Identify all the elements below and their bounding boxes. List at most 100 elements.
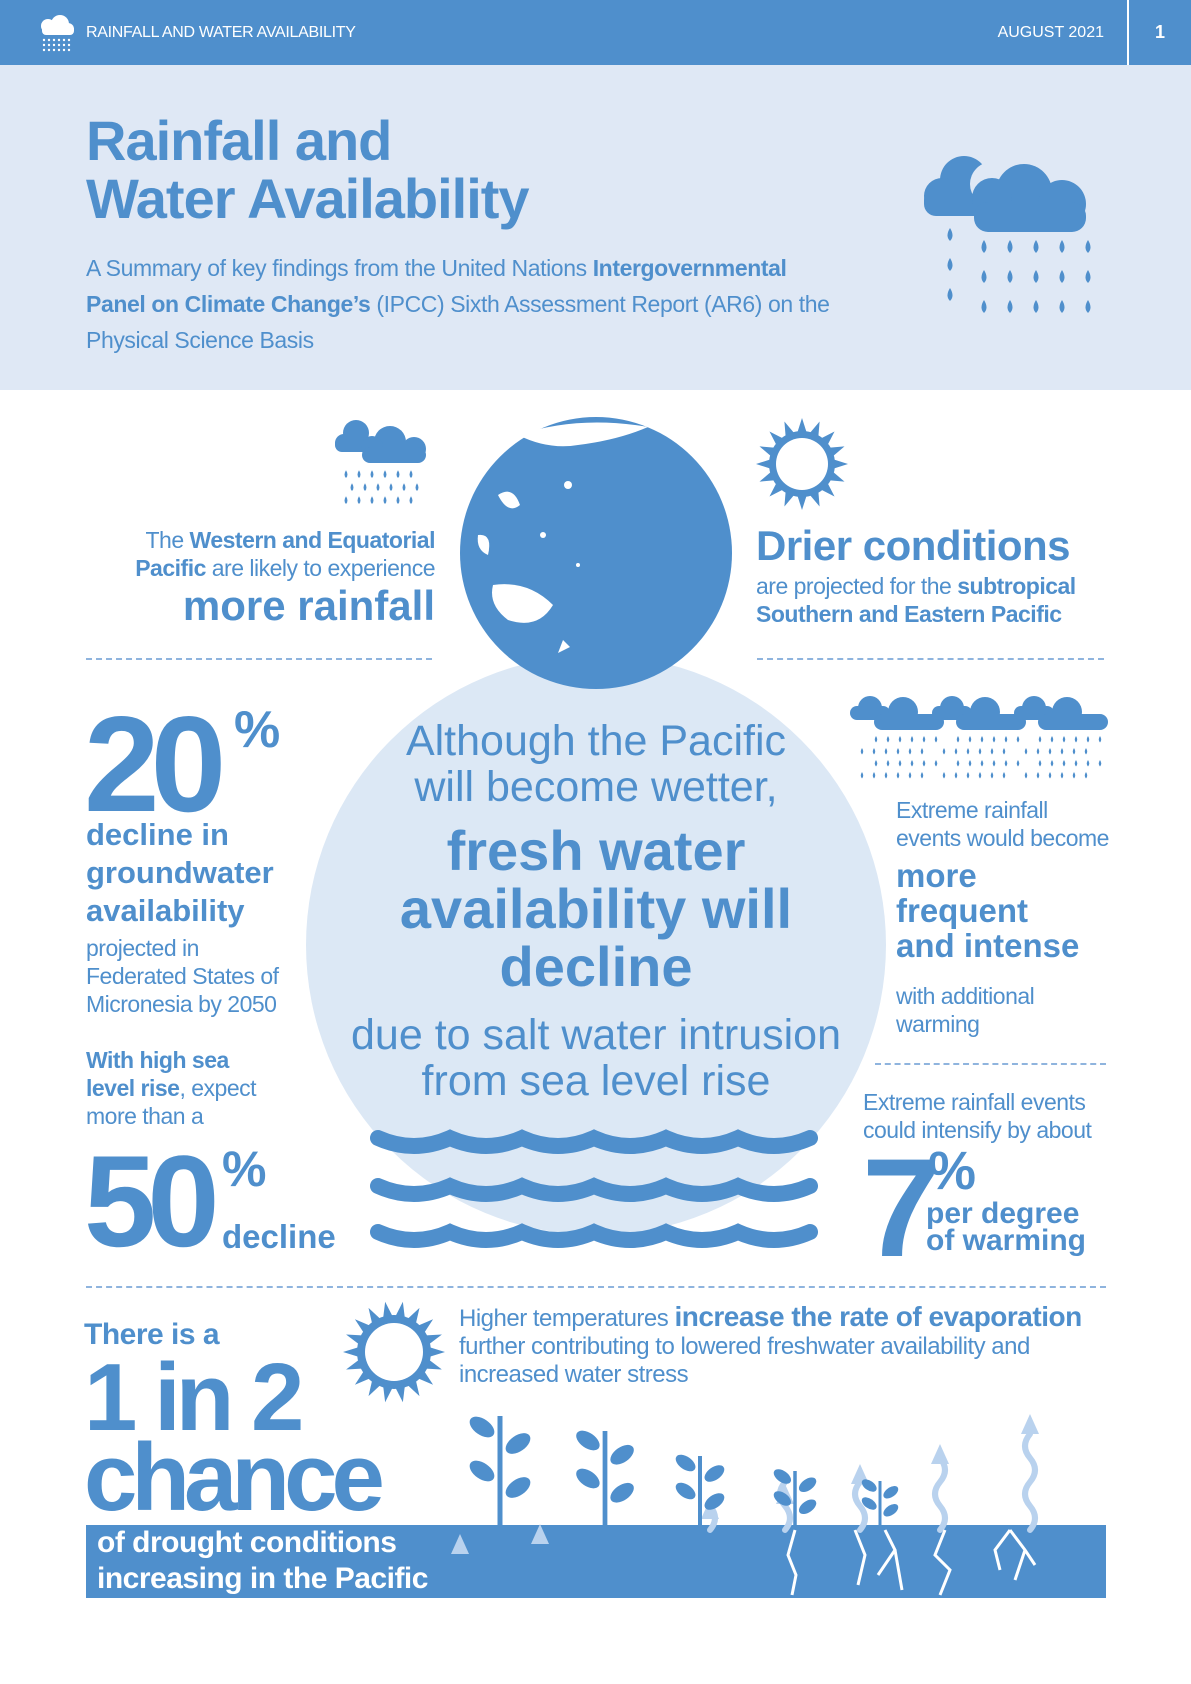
groundwater-label: decline in groundwater availability [86, 816, 274, 930]
raindrop [990, 748, 994, 755]
raindrop [370, 470, 374, 478]
intensify-line-1: Extreme rainfall events [863, 1089, 1086, 1115]
of-warming: of warming [926, 1224, 1087, 1257]
ground-crack [853, 1529, 867, 1586]
raindrop [1048, 772, 1052, 779]
sea-level-value: 50 [84, 1128, 220, 1274]
raindrop [67, 43, 71, 47]
raindrop [1004, 760, 1008, 767]
leaf [704, 1493, 725, 1510]
header-title: RAINFALL AND WATER AVAILABILITY [86, 24, 356, 41]
raindrop [1060, 748, 1064, 755]
raindrop [1062, 760, 1066, 767]
center-intro: Although the Pacific will become wetter, [326, 718, 866, 810]
raindrop [1050, 760, 1054, 767]
wave [370, 1223, 818, 1248]
raindrop [980, 760, 984, 767]
raindrop [383, 496, 387, 504]
evaporation-text: Higher temperatures increase the rate of… [459, 1303, 1082, 1389]
raindrop [62, 48, 66, 52]
raindrop [1062, 736, 1066, 743]
drying-plants-illustration [451, 1414, 1039, 1596]
raindrop [1024, 748, 1028, 755]
vapor-arrowhead [531, 1524, 549, 1544]
raindrop [1072, 772, 1076, 779]
drought-line-2: increasing in the Pacific [97, 1562, 428, 1595]
center-bold-2: availability will [399, 877, 793, 940]
page-title: Rainfall and Water Availability [86, 112, 530, 228]
raindrop [47, 38, 51, 42]
raindrop [1002, 748, 1006, 755]
sea-rest-1: , expect [179, 1075, 257, 1101]
raindrop [370, 496, 374, 504]
raindrop [1016, 760, 1020, 767]
raindrop [968, 736, 972, 743]
ground-crack [933, 1529, 952, 1596]
cloud-part [956, 714, 1026, 730]
raindrop [1084, 772, 1088, 779]
sun-ray [343, 1346, 361, 1358]
divider [86, 1286, 1106, 1288]
vapor-line [852, 1479, 868, 1533]
raindrop [402, 483, 406, 491]
raindrop [415, 483, 419, 491]
sun-ray [796, 418, 808, 435]
leaf [469, 1460, 495, 1482]
drier-prefix: are projected for the [756, 573, 958, 599]
raindrop [872, 748, 876, 755]
raindrop [1086, 760, 1090, 767]
raindrop [886, 736, 890, 743]
vapor-arrowhead [851, 1464, 869, 1484]
rain-cloud-icon [335, 420, 426, 504]
raindrop [1033, 270, 1039, 283]
raindrop [1007, 270, 1013, 283]
raindrop [47, 48, 51, 52]
raindrop [1002, 772, 1006, 779]
raindrop [956, 736, 960, 743]
raindrop [1086, 736, 1090, 743]
raindrop [980, 736, 984, 743]
raindrop [1048, 748, 1052, 755]
evaporation-bold: increase the rate of evaporation [674, 1301, 1082, 1332]
raindrop [978, 772, 982, 779]
detail-line: projected in [86, 935, 199, 961]
raindrop [47, 43, 51, 47]
raindrop [1059, 240, 1065, 253]
raindrop [52, 48, 56, 52]
raindrop [908, 748, 912, 755]
detail-line: Micronesia by 2050 [86, 991, 277, 1017]
extreme-intro: Extreme rainfall events would become [896, 796, 1109, 852]
wave [370, 1177, 818, 1202]
raindrop [1016, 736, 1020, 743]
intensify-text: Extreme rainfall events could intensify … [863, 1088, 1092, 1144]
divider [757, 658, 1104, 660]
raindrop [1004, 736, 1008, 743]
sun-ray [427, 1346, 445, 1358]
sea-level-unit: % [222, 1141, 267, 1197]
raindrop [947, 228, 953, 241]
groundwater-line: groundwater [86, 855, 274, 890]
raindrop [934, 760, 938, 767]
raindrop [67, 38, 71, 42]
globe-icon [460, 417, 732, 689]
page-subtitle: A Summary of key findings from the Unite… [86, 250, 846, 358]
drought-chance: chance [84, 1424, 385, 1531]
drought-line-1: of drought conditions [97, 1526, 397, 1559]
raindrop [1007, 300, 1013, 313]
raindrop [978, 748, 982, 755]
waves-icon [370, 1129, 818, 1248]
sun-icon [343, 1301, 445, 1403]
raindrop [954, 772, 958, 779]
drier-text: are projected for the subtropical Southe… [756, 572, 1116, 628]
raindrop [1050, 736, 1054, 743]
extreme-bold-3: and intense [896, 927, 1080, 964]
divider [86, 658, 432, 660]
raindrop [934, 736, 938, 743]
raindrop [344, 470, 348, 478]
header-date: AUGUST 2021 [997, 24, 1104, 41]
sea-bold-2: level rise [86, 1075, 180, 1101]
leaf [883, 1486, 899, 1499]
center-line-4: from sea level rise [421, 1057, 771, 1105]
raindrop [947, 258, 953, 271]
raindrop [910, 760, 914, 767]
